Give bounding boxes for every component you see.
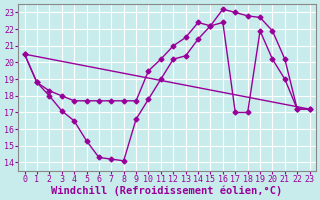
- X-axis label: Windchill (Refroidissement éolien,°C): Windchill (Refroidissement éolien,°C): [52, 185, 283, 196]
